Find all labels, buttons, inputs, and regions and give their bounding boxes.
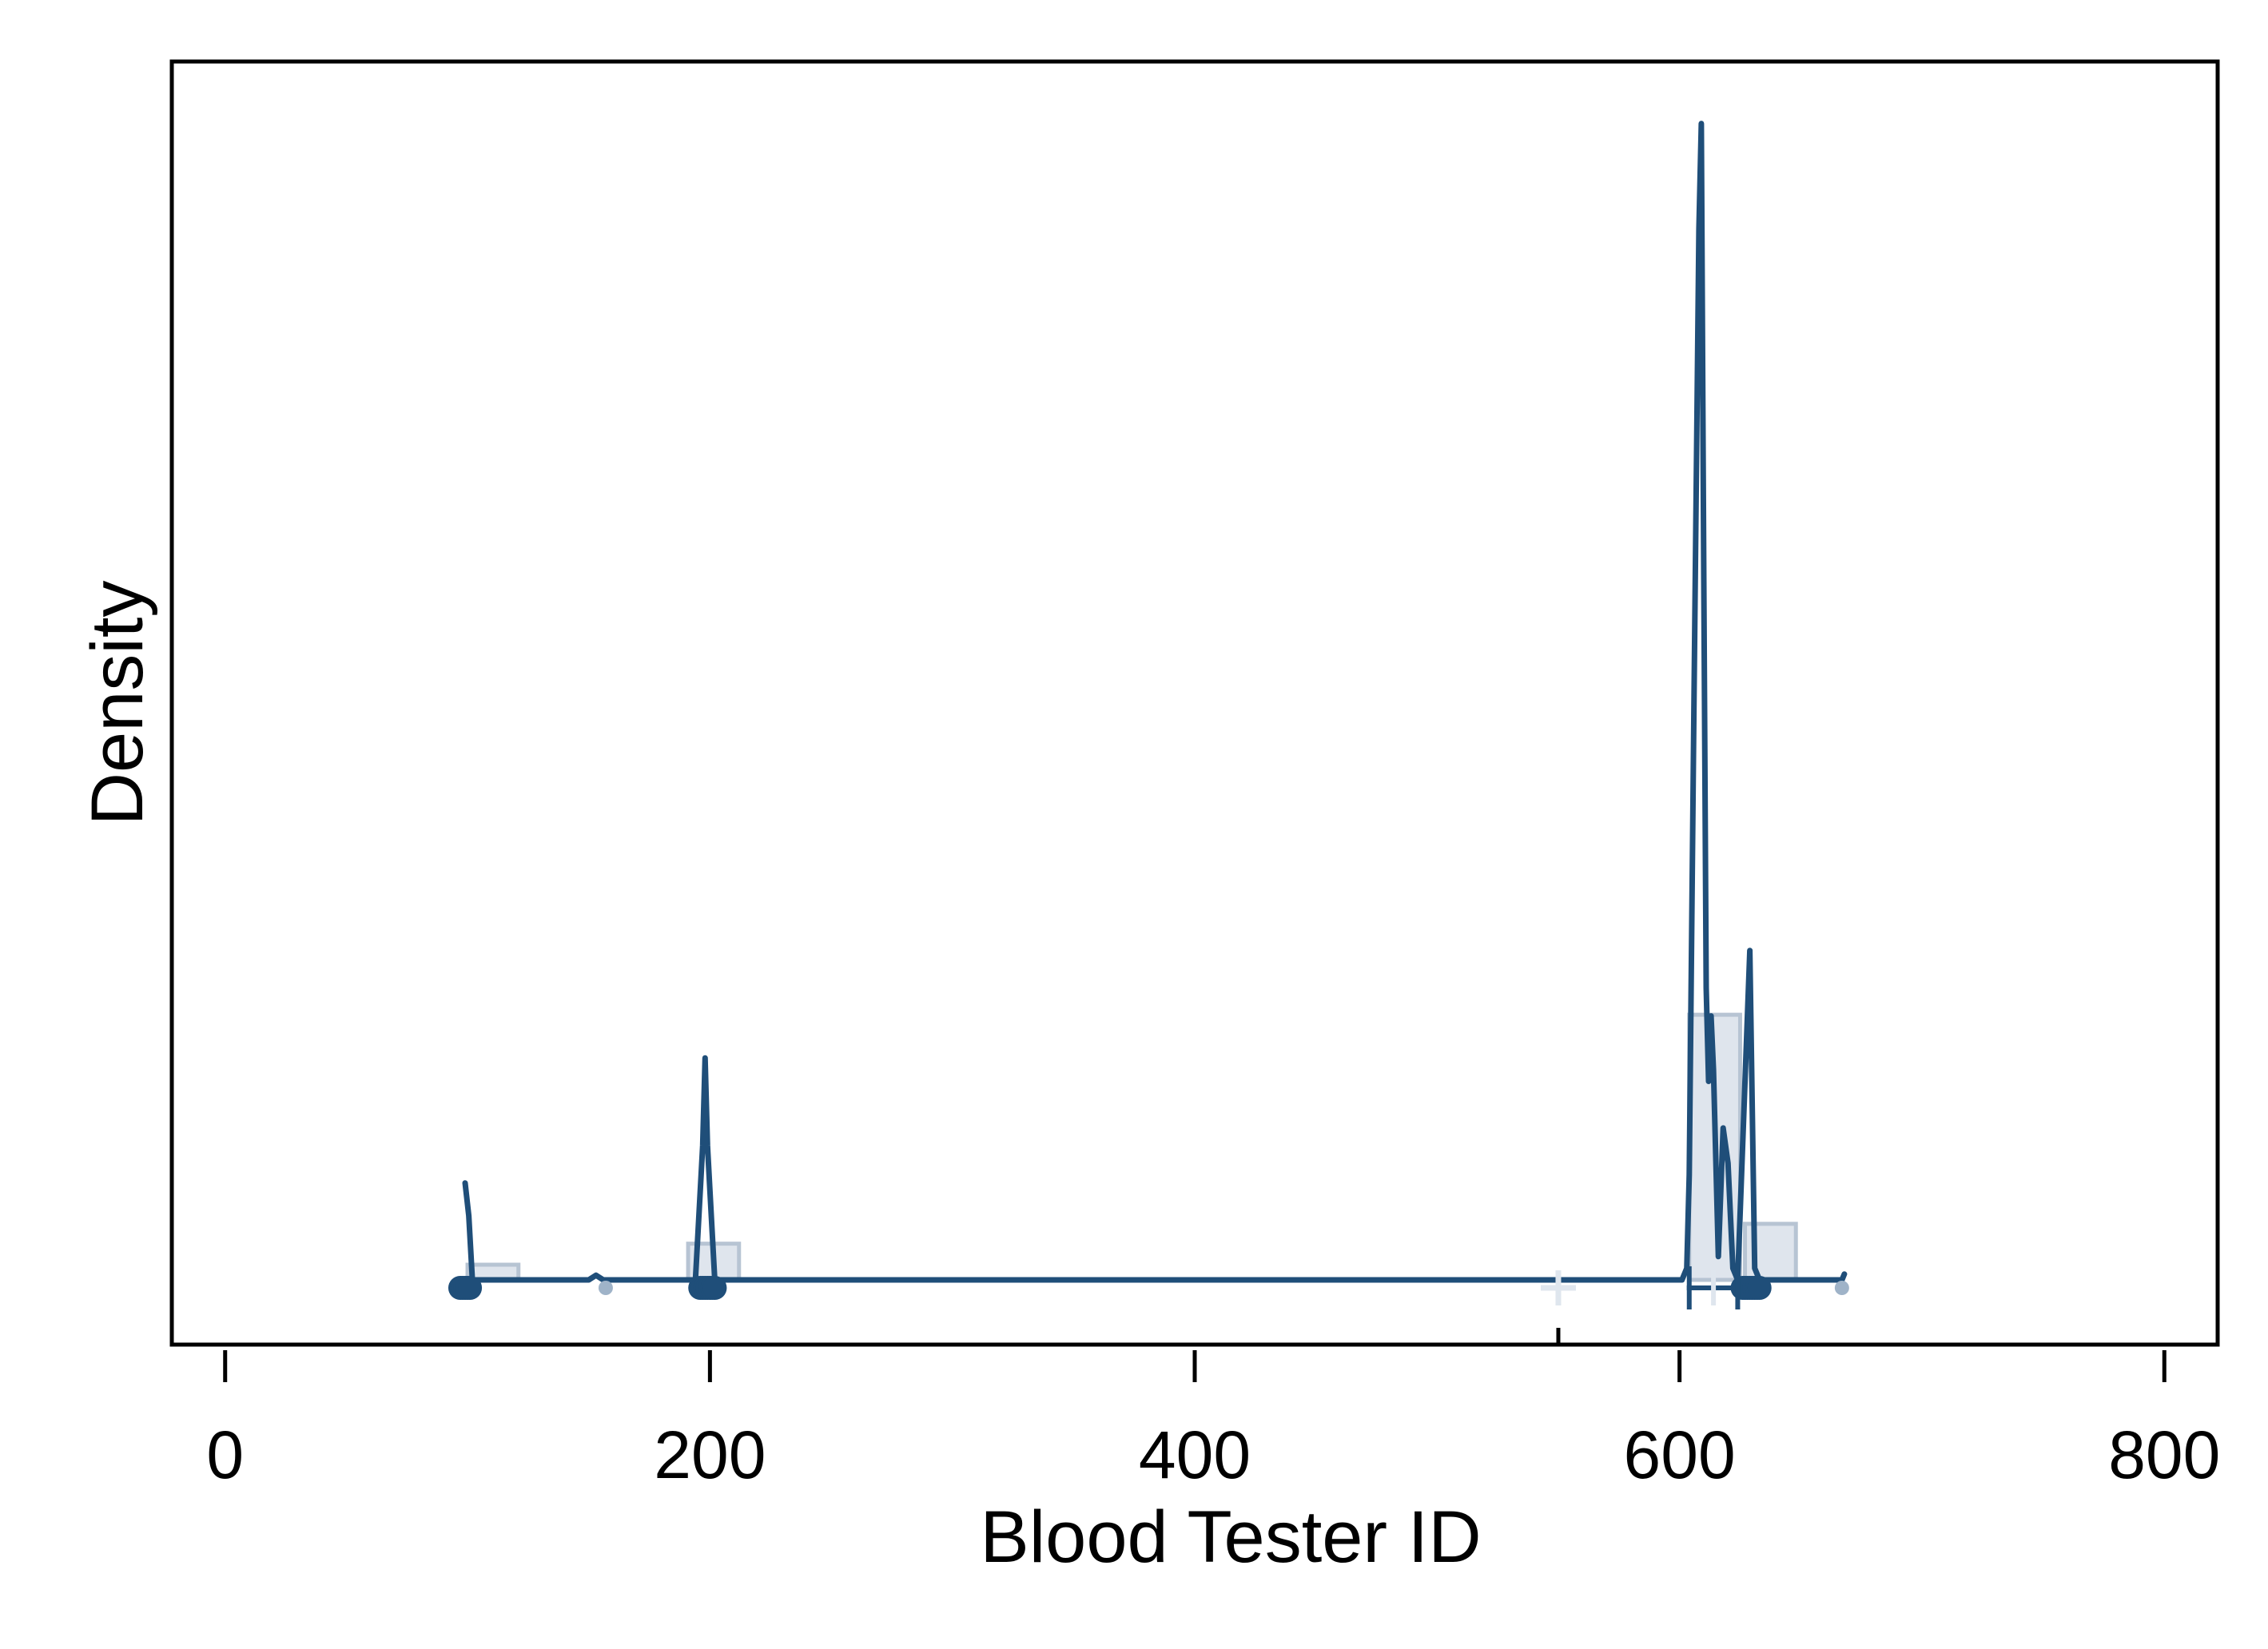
rug-point-light [1834, 1281, 1849, 1295]
x-tick-label: 400 [1139, 1417, 1251, 1492]
x-tick-label: 600 [1624, 1417, 1736, 1492]
histogram-layer [465, 1012, 1798, 1282]
density-curve [462, 121, 1848, 1283]
plot-frame [169, 59, 2220, 1347]
marker-layer [448, 1266, 1849, 1345]
x-tick-label: 200 [654, 1417, 766, 1492]
x-axis-label: Blood Tester ID [980, 1496, 1481, 1578]
x-tick-label: 0 [206, 1417, 244, 1492]
y-axis-label: Density [77, 581, 158, 826]
rug-point [1747, 1276, 1772, 1300]
rug-point [458, 1276, 483, 1300]
x-axis: 0 200 400 600 800 [206, 1350, 2220, 1492]
rug-point-light [598, 1281, 613, 1295]
density-curve-layer [462, 121, 1848, 1283]
rug-point [702, 1276, 727, 1300]
x-tick-label: 800 [2108, 1417, 2220, 1492]
